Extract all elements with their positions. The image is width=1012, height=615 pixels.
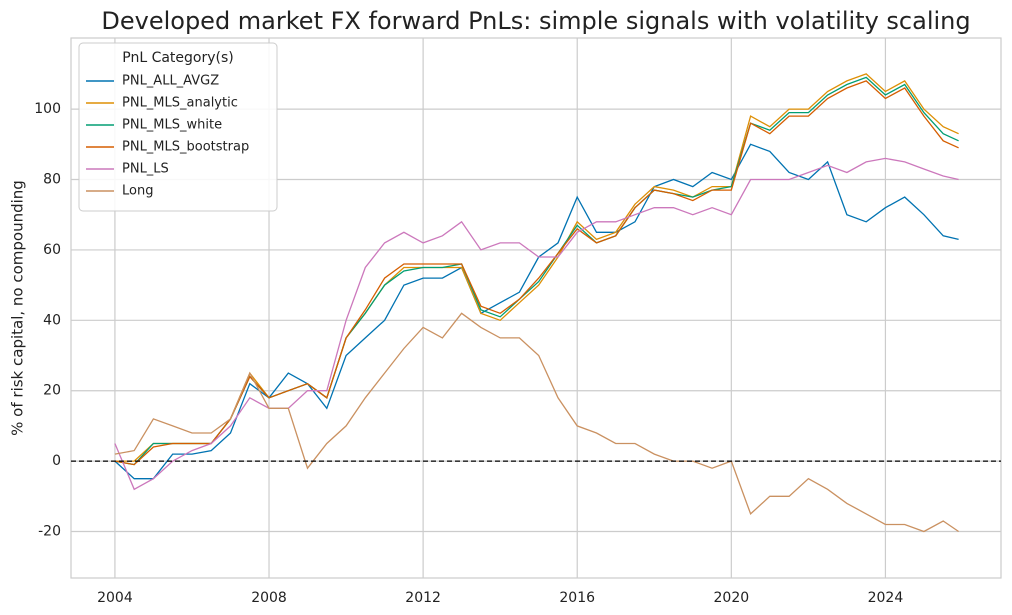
x-tick-label: 2016 [559,590,595,606]
y-tick-label: 80 [43,172,61,188]
series-line [114,157,959,491]
legend-label: Long [122,184,153,199]
legend-title: PnL Category(s) [122,50,234,66]
y-tick-label: 0 [52,453,61,469]
x-tick-label: 2008 [251,590,287,606]
chart-title: Developed market FX forward PnLs: simple… [101,7,970,35]
legend-label: PNL_MLS_bootstrap [122,140,249,155]
x-tick-label: 2012 [405,590,441,606]
y-tick-label: 20 [43,383,61,399]
series-line [114,73,959,462]
legend-label: PNL_LS [122,162,169,177]
series-line [114,312,959,533]
legend-label: PNL_MLS_white [122,118,222,133]
legend-label: PNL_MLS_analytic [122,96,238,111]
x-tick-label: 2024 [868,590,904,606]
y-axis-label: % of risk capital, no compounding [9,180,27,436]
legend-box [78,42,278,212]
y-tick-label: -20 [38,524,61,540]
y-tick-label: 40 [43,312,61,328]
legend: PnL Category(s) PNL_ALL_AVGZ PNL_MLS_analy… [78,42,278,212]
y-tick-label: 60 [43,242,61,258]
y-tick-label: 100 [34,101,61,117]
legend-label: PNL_ALL_AVGZ [122,74,219,89]
x-tick-label: 2004 [97,590,133,606]
x-tick-label: 2020 [714,590,750,606]
plot-frame [70,37,1002,579]
